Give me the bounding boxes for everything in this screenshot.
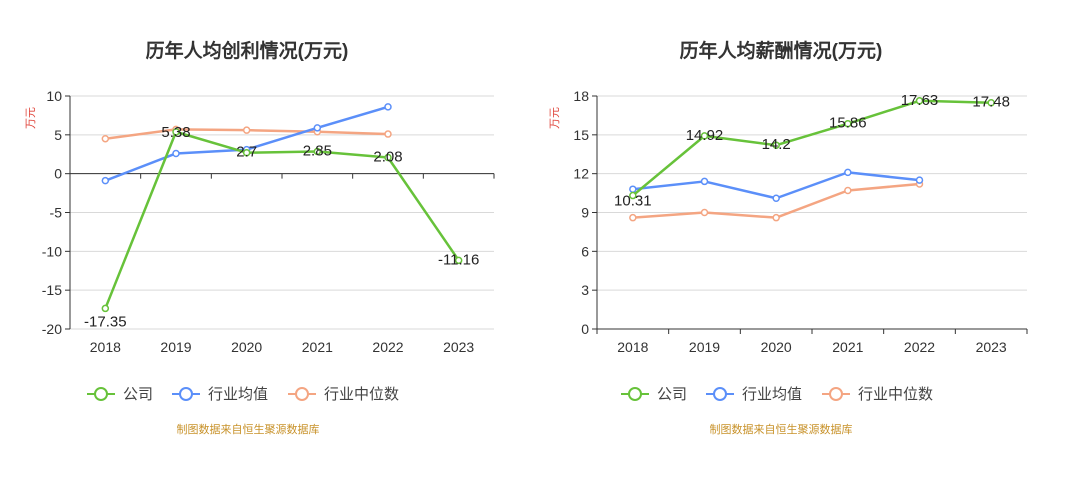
data-label: 2.08	[373, 149, 402, 166]
data-point-industry-median[interactable]	[101, 134, 110, 143]
legend: 公司 行业均值 行业中位数	[621, 386, 933, 403]
data-label: -17.35	[84, 313, 127, 330]
data-point-company[interactable]	[987, 98, 995, 107]
x-tick-label: 2019	[689, 339, 720, 355]
data-label: 2.7	[236, 144, 257, 161]
x-tick-label: 2023	[976, 339, 1007, 355]
data-point-company[interactable]	[915, 97, 924, 105]
x-tick-label: 2019	[160, 339, 191, 355]
legend-label-company: 公司	[657, 386, 687, 403]
legend-label-company: 公司	[123, 386, 153, 403]
data-point-industry-avg[interactable]	[313, 124, 322, 132]
legend-item-company[interactable]: 公司	[621, 386, 687, 403]
y-tick-label: -10	[42, 243, 62, 259]
data-point-company[interactable]	[629, 191, 637, 200]
data-point-industry-avg[interactable]	[700, 177, 709, 186]
data-label: 17.48	[972, 94, 1010, 111]
data-point-industry-median[interactable]	[384, 130, 392, 138]
data-point-industry-median[interactable]	[242, 126, 251, 134]
y-axis-unit: 万元	[549, 107, 561, 129]
profit-per-capita-chart: 历年人均创利情况(万元) 万元 -20 -15 -10 -5 0 5 10 2018 2019 2…	[25, 39, 495, 355]
x-tick-label: 2018	[617, 339, 648, 355]
data-label: 5.38	[161, 124, 190, 141]
x-tick-label: 2022	[904, 339, 935, 355]
legend-label-industry-avg: 行业均值	[742, 386, 802, 403]
data-point-industry-median[interactable]	[772, 213, 780, 222]
legend-item-industry-avg[interactable]: 行业均值	[172, 386, 268, 403]
data-point-company[interactable]	[384, 153, 392, 162]
legend-item-company[interactable]: 公司	[87, 386, 153, 403]
legend-label-industry-median: 行业中位数	[858, 386, 933, 403]
data-point-company[interactable]	[242, 148, 251, 157]
data-point-industry-avg[interactable]	[915, 176, 924, 184]
y-tick-label: 9	[581, 205, 589, 221]
data-point-company[interactable]	[844, 119, 852, 128]
x-tick-label: 2023	[443, 339, 474, 355]
x-tick-label: 2020	[231, 339, 262, 355]
series-line-industry-avg	[632, 171, 920, 200]
data-point-company[interactable]	[772, 141, 780, 149]
y-tick-label: 5	[54, 127, 62, 143]
chart-title: 历年人均薪酬情况(万元)	[680, 39, 883, 62]
series-line-company	[632, 99, 992, 197]
legend-label-industry-avg: 行业均值	[208, 386, 268, 403]
data-label: 15.86	[829, 115, 867, 132]
x-tick-label: 2021	[832, 339, 863, 355]
data-point-industry-avg[interactable]	[101, 176, 110, 185]
legend-item-industry-avg[interactable]: 行业均值	[706, 386, 802, 403]
data-point-company[interactable]	[101, 304, 110, 313]
y-tick-label: 0	[581, 321, 589, 337]
data-point-industry-avg[interactable]	[384, 103, 392, 111]
data-label: 14.2	[762, 136, 791, 153]
salary-per-capita-chart: 历年人均薪酬情况(万元) 万元 0 3 6 9 12 15 18 2018 2019 2020 20…	[549, 39, 1028, 355]
y-tick-label: 6	[581, 243, 589, 259]
data-point-industry-avg[interactable]	[629, 185, 637, 193]
data-point-company[interactable]	[172, 128, 180, 136]
data-point-industry-avg[interactable]	[172, 149, 180, 158]
y-tick-label: 18	[573, 88, 589, 104]
x-tick-label: 2020	[761, 339, 792, 355]
y-tick-label: 3	[581, 282, 589, 298]
y-tick-label: 15	[573, 127, 589, 143]
legend-item-industry-median[interactable]: 行业中位数	[288, 386, 399, 403]
source-note: 制图数据来自恒生聚源数据库	[710, 422, 853, 436]
legend-item-industry-median[interactable]: 行业中位数	[822, 386, 933, 403]
data-label: 14.92	[686, 127, 724, 144]
y-tick-label: 0	[54, 166, 62, 182]
data-label: 10.31	[614, 193, 652, 210]
data-point-industry-median[interactable]	[844, 186, 852, 195]
y-axis-unit: 万元	[25, 107, 37, 129]
data-point-industry-median[interactable]	[700, 208, 709, 217]
data-point-company[interactable]	[313, 147, 322, 156]
x-tick-label: 2018	[90, 339, 121, 355]
legend: 公司 行业均值 行业中位数	[87, 386, 399, 403]
data-label: -11.16	[438, 251, 479, 268]
data-label: 17.63	[901, 92, 939, 109]
data-point-industry-avg[interactable]	[772, 194, 780, 203]
series-line-company	[104, 130, 460, 309]
data-point-industry-avg[interactable]	[844, 168, 852, 177]
y-tick-label: 12	[573, 166, 589, 182]
chart-title: 历年人均创利情况(万元)	[146, 39, 349, 62]
data-point-company[interactable]	[454, 256, 463, 265]
data-point-industry-median[interactable]	[629, 213, 637, 222]
y-tick-label: -20	[42, 321, 62, 337]
x-tick-label: 2021	[302, 339, 333, 355]
x-tick-label: 2022	[372, 339, 403, 355]
data-label: 2.85	[303, 143, 332, 160]
source-note: 制图数据来自恒生聚源数据库	[177, 422, 320, 436]
y-tick-label: -15	[42, 282, 62, 298]
y-tick-label: 10	[46, 88, 62, 104]
legend-label-industry-median: 行业中位数	[324, 386, 399, 403]
y-tick-label: -5	[50, 205, 63, 221]
data-point-company[interactable]	[700, 132, 709, 140]
